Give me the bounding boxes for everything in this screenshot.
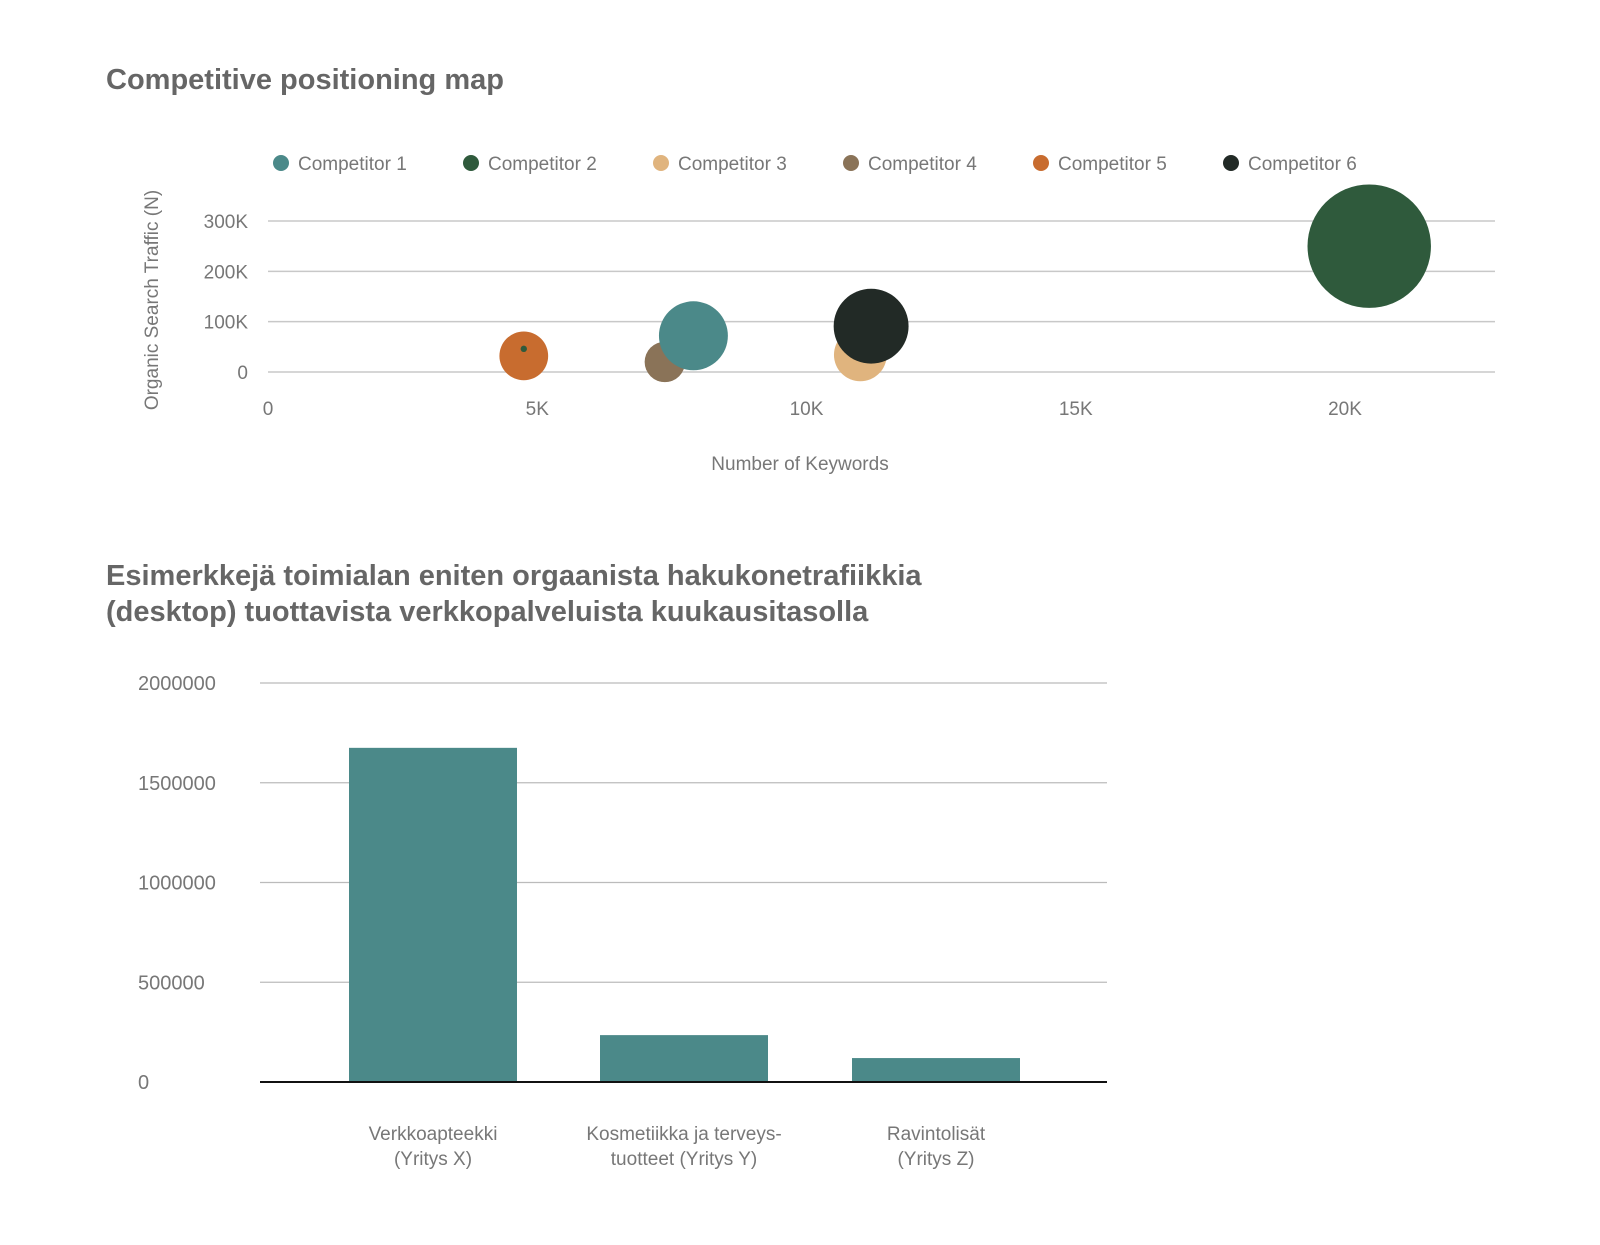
legend-marker	[1223, 155, 1239, 171]
scatter-y-tick-label: 100K	[204, 313, 249, 334]
legend-marker	[273, 155, 289, 171]
scatter-x-tick-label: 10K	[790, 399, 824, 420]
bar	[600, 1035, 768, 1082]
scatter-x-tick-label: 5K	[526, 399, 550, 420]
bar-category-label: (Yritys Z)	[897, 1149, 974, 1170]
scatter-y-tick-label: 200K	[204, 262, 249, 283]
scatter-y-axis-label: Organic Search Traffic (N)	[142, 190, 163, 410]
bar	[852, 1058, 1020, 1082]
bubble-competitor-6	[833, 288, 909, 364]
scatter-x-tick-label: 0	[263, 399, 274, 420]
bar-y-tick-label: 500000	[138, 972, 205, 994]
bar-category-label: Verkkoapteekki	[369, 1124, 498, 1145]
bar-title-line-2: (desktop) tuottavista verkkopalveluista …	[106, 596, 869, 628]
scatter-x-tick-label: 20K	[1328, 399, 1362, 420]
bar-category-label: Kosmetiikka ja terveys-	[586, 1124, 781, 1145]
legend-marker	[463, 155, 479, 171]
bar-y-tick-label: 1500000	[138, 773, 216, 795]
legend-label: Competitor 2	[488, 154, 597, 175]
legend-label: Competitor 1	[298, 154, 407, 175]
scatter-x-tick-label: 15K	[1059, 399, 1093, 420]
legend-label: Competitor 5	[1058, 154, 1167, 175]
scatter-y-tick-label: 300K	[204, 212, 249, 233]
legend-marker	[843, 155, 859, 171]
bar-category-label: tuotteet (Yritys Y)	[611, 1149, 757, 1170]
legend-label: Competitor 3	[678, 154, 787, 175]
bubble-competitor-1	[658, 301, 728, 371]
scatter-x-axis-label: Number of Keywords	[711, 454, 888, 475]
bar-category-label: Ravintolisät	[887, 1124, 986, 1145]
scatter-title: Competitive positioning map	[106, 64, 504, 96]
bar-title-line-1: Esimerkkejä toimialan eniten orgaanista …	[106, 560, 922, 592]
bubble-competitor-2	[520, 345, 527, 353]
bar-y-tick-label: 2000000	[138, 673, 216, 695]
bar-y-tick-label: 0	[138, 1072, 149, 1094]
bar-title: Esimerkkejä toimialan eniten orgaanista …	[106, 558, 922, 630]
bar-y-tick-label: 1000000	[138, 873, 216, 895]
legend-marker	[653, 155, 669, 171]
legend-label: Competitor 6	[1248, 154, 1357, 175]
bar-category-label: (Yritys X)	[394, 1149, 472, 1170]
bubble-competitor-2	[1307, 184, 1431, 308]
scatter-y-tick-label: 0	[237, 363, 248, 384]
legend-marker	[1033, 155, 1049, 171]
legend-label: Competitor 4	[868, 154, 977, 175]
bubble-competitor-5	[499, 331, 549, 381]
bar	[349, 747, 517, 1082]
